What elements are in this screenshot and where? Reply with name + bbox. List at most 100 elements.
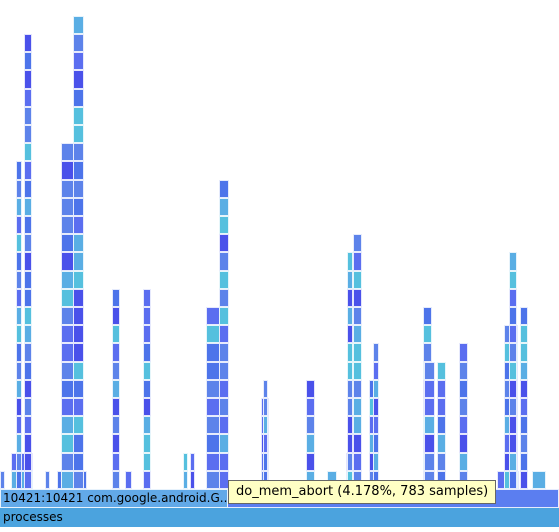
flame-frame[interactable] bbox=[24, 161, 32, 180]
flame-frame[interactable] bbox=[112, 379, 120, 398]
flame-frame[interactable] bbox=[353, 307, 362, 326]
flame-frame[interactable] bbox=[459, 416, 468, 435]
flame-frame[interactable] bbox=[45, 470, 50, 489]
flame-frame[interactable] bbox=[520, 434, 528, 453]
flame-frame[interactable] bbox=[73, 216, 84, 235]
flame-frame[interactable] bbox=[423, 325, 432, 344]
flame-frame[interactable] bbox=[24, 252, 32, 271]
flame-frame[interactable] bbox=[263, 379, 268, 398]
flame-frame[interactable] bbox=[353, 398, 362, 417]
flame-frame[interactable] bbox=[520, 343, 528, 362]
flame-frame[interactable] bbox=[423, 307, 432, 326]
flame-frame[interactable] bbox=[219, 434, 229, 453]
flame-frame[interactable] bbox=[509, 416, 517, 435]
flame-frame[interactable] bbox=[73, 325, 84, 344]
flame-frame[interactable] bbox=[353, 416, 362, 435]
flame-frame[interactable] bbox=[219, 197, 229, 216]
flame-frame[interactable] bbox=[16, 270, 22, 289]
flame-frame[interactable] bbox=[373, 452, 379, 471]
flame-frame[interactable] bbox=[347, 361, 353, 380]
flame-frame[interactable] bbox=[263, 452, 268, 471]
flame-frame[interactable] bbox=[423, 343, 432, 362]
flame-frame[interactable] bbox=[219, 216, 229, 235]
flame-frame[interactable] bbox=[509, 343, 517, 362]
flame-frame[interactable] bbox=[73, 270, 84, 289]
flame-frame[interactable] bbox=[73, 398, 84, 417]
process-frame-label[interactable]: 10421:10421 com.google.android.G... bbox=[3, 491, 228, 505]
flame-frame[interactable] bbox=[373, 361, 379, 380]
flame-frame[interactable] bbox=[306, 416, 315, 435]
flame-frame[interactable] bbox=[219, 343, 229, 362]
flame-frame[interactable] bbox=[437, 452, 446, 471]
flame-frame[interactable] bbox=[73, 288, 84, 307]
flame-frame[interactable] bbox=[16, 161, 22, 180]
flame-frame[interactable] bbox=[459, 361, 468, 380]
flame-frame[interactable] bbox=[347, 434, 353, 453]
flame-frame[interactable] bbox=[24, 234, 32, 253]
flame-frame[interactable] bbox=[520, 452, 528, 471]
flame-frame[interactable] bbox=[73, 307, 84, 326]
flame-frame[interactable] bbox=[112, 434, 120, 453]
flame-frame[interactable] bbox=[24, 270, 32, 289]
flame-frame[interactable] bbox=[353, 434, 362, 453]
flame-frame[interactable] bbox=[347, 379, 353, 398]
flame-frame[interactable] bbox=[219, 234, 229, 253]
flame-frame[interactable] bbox=[509, 270, 517, 289]
flame-frame[interactable] bbox=[424, 434, 435, 453]
flame-frame[interactable] bbox=[347, 398, 353, 417]
flame-frame[interactable] bbox=[219, 288, 229, 307]
flame-frame[interactable] bbox=[353, 270, 362, 289]
flame-frame[interactable] bbox=[219, 398, 229, 417]
flame-frame[interactable] bbox=[24, 434, 32, 453]
flame-frame[interactable] bbox=[24, 325, 32, 344]
flame-frame[interactable] bbox=[73, 379, 84, 398]
flame-frame[interactable] bbox=[219, 379, 229, 398]
flame-frame[interactable] bbox=[143, 379, 151, 398]
flame-frame[interactable] bbox=[73, 197, 84, 216]
flame-frame[interactable] bbox=[509, 325, 517, 344]
root-frame-processes[interactable]: processes bbox=[0, 508, 559, 527]
flame-frame[interactable] bbox=[373, 434, 379, 453]
flame-frame[interactable] bbox=[16, 343, 22, 362]
flame-frame[interactable] bbox=[219, 252, 229, 271]
flame-frame[interactable] bbox=[353, 452, 362, 471]
flame-frame[interactable] bbox=[347, 252, 353, 271]
flame-frame[interactable] bbox=[306, 452, 315, 471]
flame-frame[interactable] bbox=[73, 143, 84, 162]
flame-frame[interactable] bbox=[373, 343, 379, 362]
flame-frame[interactable] bbox=[16, 470, 22, 489]
flame-frame[interactable] bbox=[219, 361, 229, 380]
flame-frame[interactable] bbox=[509, 288, 517, 307]
flame-frame[interactable] bbox=[16, 398, 22, 417]
flame-frame[interactable] bbox=[437, 398, 446, 417]
flame-frame[interactable] bbox=[520, 416, 528, 435]
flame-frame[interactable] bbox=[16, 234, 22, 253]
flame-frame[interactable] bbox=[143, 288, 151, 307]
flame-frame[interactable] bbox=[509, 452, 517, 471]
flame-frame[interactable] bbox=[143, 307, 151, 326]
flame-frame[interactable] bbox=[219, 470, 229, 489]
flame-frame[interactable] bbox=[73, 234, 84, 253]
flame-frame[interactable] bbox=[112, 416, 120, 435]
flame-frame[interactable] bbox=[306, 434, 315, 453]
flame-frame[interactable] bbox=[347, 452, 353, 471]
flame-frame[interactable] bbox=[24, 125, 32, 144]
flame-frame[interactable] bbox=[347, 307, 353, 326]
flame-frame[interactable] bbox=[24, 216, 32, 235]
flame-frame[interactable] bbox=[24, 106, 32, 125]
flame-frame[interactable] bbox=[24, 288, 32, 307]
flame-frame[interactable] bbox=[190, 452, 195, 471]
flame-frame[interactable] bbox=[16, 216, 22, 235]
flame-frame[interactable] bbox=[73, 416, 84, 435]
flame-frame[interactable] bbox=[347, 325, 353, 344]
flame-frame[interactable] bbox=[459, 434, 468, 453]
flame-frame[interactable] bbox=[73, 161, 84, 180]
flame-frame[interactable] bbox=[73, 106, 84, 125]
flame-frame[interactable] bbox=[424, 361, 435, 380]
flame-frame[interactable] bbox=[509, 434, 517, 453]
flame-frame[interactable] bbox=[24, 197, 32, 216]
flame-frame[interactable] bbox=[125, 470, 132, 489]
flame-frame[interactable] bbox=[353, 325, 362, 344]
flame-frame[interactable] bbox=[16, 288, 22, 307]
flame-frame[interactable] bbox=[373, 416, 379, 435]
